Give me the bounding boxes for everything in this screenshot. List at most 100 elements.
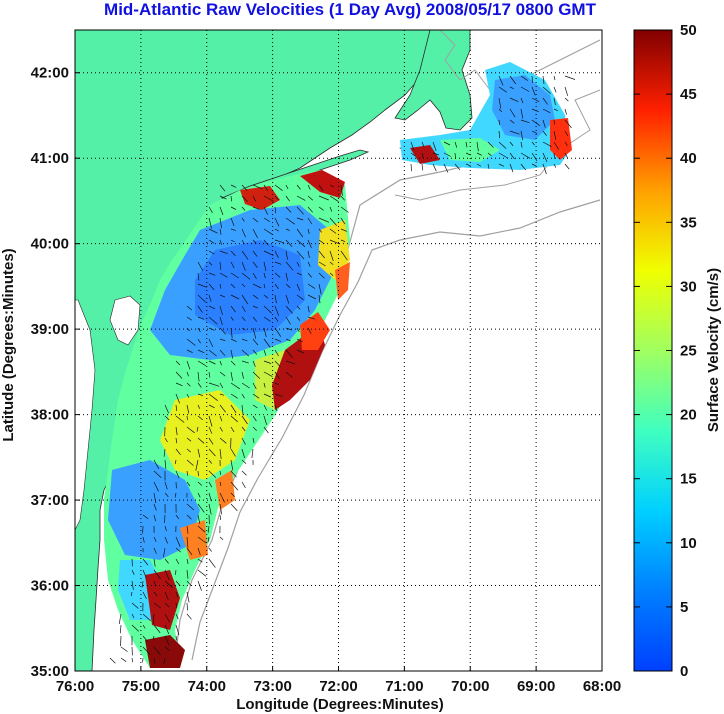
- velocity-arrow: [186, 371, 189, 377]
- velocity-arrow: [174, 492, 177, 498]
- velocity-arrow: [241, 283, 246, 288]
- velocity-arrow: [186, 382, 191, 387]
- velocity-arrow: [329, 250, 334, 262]
- velocity-arrow: [252, 349, 258, 355]
- velocity-arrow: [208, 316, 218, 325]
- velocity-arrow: [307, 294, 317, 300]
- velocity-arrow: [252, 206, 260, 210]
- velocity-arrow: [175, 360, 181, 366]
- velocity-arrow: [164, 415, 170, 421]
- velocity-arrow: [296, 294, 304, 301]
- velocity-arrow: [186, 525, 189, 534]
- velocity-arrow: [531, 97, 540, 103]
- velocity-arrow: [230, 206, 237, 210]
- velocity-arrow: [285, 349, 293, 358]
- velocity-arrow: [230, 338, 237, 343]
- x-tick-label: 74:00: [188, 678, 226, 695]
- colorbar-label: Surface Velocity (cm/s): [705, 268, 722, 432]
- velocity-arrow: [208, 459, 212, 464]
- velocity-arrow: [564, 152, 568, 159]
- velocity-arrow: [175, 437, 178, 444]
- velocity-arrow: [274, 195, 280, 201]
- velocity-arrow: [241, 426, 246, 432]
- velocity-arrow: [230, 426, 235, 433]
- velocity-arrow: [197, 503, 205, 513]
- velocity-arrow: [208, 415, 213, 427]
- velocity-arrow: [263, 327, 267, 338]
- velocity-arrow: [120, 657, 127, 662]
- velocity-arrow: [164, 437, 168, 443]
- velocity-arrow: [307, 184, 311, 190]
- velocity-arrow: [164, 459, 167, 469]
- velocity-arrow: [153, 602, 161, 609]
- velocity-arrow: [476, 141, 479, 152]
- velocity-arrow: [230, 503, 238, 512]
- velocity-arrow: [230, 294, 240, 300]
- velocity-arrow: [197, 272, 200, 281]
- velocity-arrow: [175, 426, 178, 436]
- velocity-arrow: [498, 108, 503, 113]
- x-tick-label: 68:00: [583, 678, 621, 695]
- velocity-arrow: [241, 217, 245, 222]
- colorbar-tick-label: 10: [680, 535, 697, 552]
- velocity-arrow: [252, 294, 259, 300]
- velocity-arrow: [208, 437, 214, 445]
- y-tick-label: 38:00: [31, 407, 69, 424]
- velocity-arrow: [186, 613, 192, 620]
- velocity-arrow: [241, 294, 249, 305]
- colorbar-tick-label: 50: [680, 22, 697, 39]
- velocity-arrow: [164, 624, 170, 635]
- velocity-arrow: [208, 349, 217, 357]
- velocity-arrow: [296, 316, 301, 321]
- velocity-arrow: [175, 371, 183, 379]
- velocity-arrow: [252, 426, 257, 431]
- velocity-arrow: [197, 481, 203, 486]
- colorbar-tick-label: 5: [680, 599, 688, 616]
- velocity-arrow: [186, 338, 196, 346]
- velocity-arrow: [208, 239, 215, 244]
- velocity-arrow: [252, 217, 259, 223]
- velocity-arrow: [296, 217, 304, 221]
- velocity-arrow: [230, 470, 237, 478]
- velocity-arrow: [163, 547, 166, 558]
- velocity-arrow: [252, 360, 256, 367]
- velocity-arrow: [118, 613, 122, 625]
- velocity-arrow: [197, 525, 206, 533]
- velocity-arrow: [164, 602, 170, 608]
- velocity-arrow: [219, 206, 224, 216]
- velocity-arrow: [432, 152, 440, 156]
- velocity-arrow: [274, 305, 280, 316]
- velocity-arrow: [153, 492, 157, 504]
- velocity-arrow: [219, 349, 226, 356]
- velocity-arrow: [263, 250, 274, 256]
- velocity-arrow: [274, 349, 279, 357]
- velocity-arrow: [241, 305, 246, 312]
- y-axis-label: Latitude (Degrees:Minutes): [0, 248, 17, 441]
- velocity-arrow: [263, 349, 267, 356]
- velocity-arrow: [487, 152, 492, 157]
- velocity-arrow: [219, 305, 223, 315]
- velocity-arrow: [263, 217, 270, 222]
- velocity-arrow: [454, 163, 461, 171]
- velocity-arrow: [263, 338, 271, 348]
- bathymetry-contour-4: [439, 30, 491, 91]
- velocity-arrow: [164, 514, 166, 524]
- velocity-arrow: [263, 195, 274, 202]
- velocity-arrow: [219, 437, 227, 444]
- velocity-arrow: [208, 261, 213, 266]
- velocity-arrow: [175, 635, 178, 641]
- velocity-arrow: [285, 228, 290, 231]
- velocity-arrow: [241, 360, 249, 364]
- x-tick-label: 76:00: [56, 678, 94, 695]
- velocity-arrow: [251, 448, 254, 459]
- velocity-arrow: [241, 184, 248, 191]
- velocity-arrow: [208, 426, 213, 434]
- velocity-arrow: [564, 119, 572, 129]
- velocity-arrow: [153, 547, 157, 554]
- velocity-arrow: [252, 239, 257, 244]
- velocity-arrow: [432, 141, 437, 152]
- velocity-arrow: [553, 119, 555, 125]
- velocity-arrow: [241, 382, 250, 389]
- velocity-arrow: [252, 184, 263, 190]
- velocity-arrow: [443, 163, 449, 173]
